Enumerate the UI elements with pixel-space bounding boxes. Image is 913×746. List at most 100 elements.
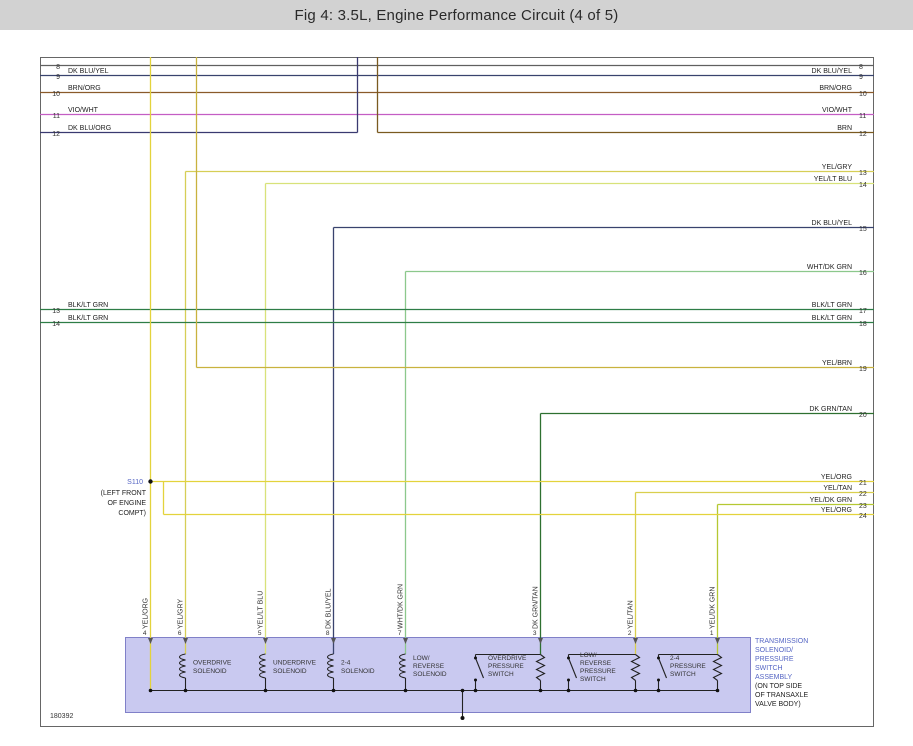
left-wire-label: BLK/LT GRN bbox=[68, 302, 108, 309]
vertical-wire-label: YEL/GRY bbox=[178, 598, 185, 629]
junction-dot bbox=[538, 688, 543, 693]
right-pin-number: 23 bbox=[859, 503, 867, 510]
component-label: PRESSURE bbox=[488, 663, 524, 670]
assembly-pin-number: 8 bbox=[326, 630, 330, 637]
connector-arrow bbox=[263, 638, 268, 644]
component-label: UNDERDRIVE bbox=[273, 660, 317, 667]
component-label: SOLENOID bbox=[193, 668, 227, 675]
splice-location-line: COMPT) bbox=[118, 510, 146, 517]
left-pin-number: 13 bbox=[52, 308, 60, 315]
switch-contact-dot bbox=[474, 678, 477, 682]
switch-contact-dot bbox=[567, 656, 570, 660]
right-wire-label: WHT/DK GRN bbox=[807, 264, 852, 271]
right-pin-number: 20 bbox=[859, 412, 867, 419]
junction-dot bbox=[715, 688, 720, 693]
connector-arrow bbox=[715, 638, 720, 644]
switch-blade-low-reverse bbox=[567, 657, 578, 679]
component-label: REVERSE bbox=[580, 660, 612, 667]
component-label: SWITCH bbox=[670, 671, 696, 678]
diagram-border bbox=[40, 57, 874, 727]
left-pin-number: 9 bbox=[56, 74, 60, 81]
resistor-overdrive bbox=[535, 654, 546, 681]
splice-location-line: OF ENGINE bbox=[107, 500, 146, 507]
assembly-pin-number: 5 bbox=[258, 630, 262, 637]
connector-arrow bbox=[633, 638, 638, 644]
right-pin-number: 17 bbox=[859, 308, 867, 315]
left-pin-number: 12 bbox=[52, 131, 60, 138]
junction-dot bbox=[460, 688, 465, 693]
right-wire-label: BRN bbox=[837, 125, 852, 132]
left-wire-label: VIO/WHT bbox=[68, 107, 99, 114]
component-label: PRESSURE bbox=[580, 668, 616, 675]
connector-arrow bbox=[148, 638, 153, 644]
assembly-name-line: SWITCH bbox=[755, 665, 783, 672]
left-wire-label: BRN/ORG bbox=[68, 85, 101, 92]
assembly-name-line: SOLENOID/ bbox=[755, 647, 793, 654]
right-pin-number: 22 bbox=[859, 491, 867, 498]
edge-wire-labels: DK BLU/YEL BRN/ORG VIO/WHT DK BLU/ORG BL… bbox=[68, 68, 853, 514]
wire-lines bbox=[40, 57, 874, 691]
assembly-pin-number: 7 bbox=[398, 630, 402, 637]
right-pin-number: 21 bbox=[859, 480, 867, 487]
splice-location-line: (LEFT FRONT bbox=[101, 490, 147, 497]
solenoid-coil-2-4 bbox=[326, 653, 334, 679]
connector-arrow bbox=[183, 638, 188, 644]
right-wire-label: BLK/LT GRN bbox=[812, 315, 852, 322]
vertical-wire-label: DK BLU/YEL bbox=[326, 588, 333, 629]
vertical-wire-label: YEL/DK GRN bbox=[710, 587, 717, 629]
left-pin-number: 14 bbox=[52, 321, 60, 328]
right-pin-number: 12 bbox=[859, 131, 867, 138]
switch-contact-dot bbox=[657, 656, 660, 660]
right-pin-number: 10 bbox=[859, 91, 867, 98]
component-label: SOLENOID bbox=[273, 668, 307, 675]
vertical-wire-label: YEL/LT BLU bbox=[258, 591, 265, 629]
left-pin-number: 8 bbox=[56, 64, 60, 71]
switch-blade-overdrive bbox=[474, 657, 485, 679]
vertical-wire-labels: YEL/ORG YEL/GRY YEL/LT BLU DK BLU/YEL WH… bbox=[143, 584, 717, 629]
left-pin-number: 10 bbox=[52, 91, 60, 98]
component-label: SWITCH bbox=[488, 671, 514, 678]
component-label: LOW/ bbox=[413, 655, 430, 662]
assembly-pin-number: 4 bbox=[143, 630, 147, 637]
right-wire-label: YEL/GRY bbox=[822, 164, 853, 171]
component-label: OVERDRIVE bbox=[488, 655, 527, 662]
right-wire-label: DK GRN/TAN bbox=[809, 406, 852, 413]
junction-dot bbox=[403, 688, 408, 693]
connector-arrow bbox=[538, 638, 543, 644]
junction-dot bbox=[566, 688, 571, 693]
right-wire-label: BRN/ORG bbox=[819, 85, 852, 92]
right-wire-label: BLK/LT GRN bbox=[812, 302, 852, 309]
assembly-caption: TRANSMISSION SOLENOID/ PRESSURE SWITCH A… bbox=[755, 638, 808, 708]
component-label: 2-4 bbox=[341, 660, 351, 667]
junction-dot bbox=[656, 688, 661, 693]
junction-dot bbox=[473, 688, 478, 693]
resistor-low-reverse bbox=[630, 654, 641, 681]
wiring-diagram-canvas: 8 9 10 11 12 13 14 8 9 10 11 12 13 14 15… bbox=[40, 57, 874, 727]
solenoid-coil-low-reverse bbox=[398, 653, 406, 679]
assembly-location-line: VALVE BODY) bbox=[755, 701, 801, 708]
assembly-name-line: PRESSURE bbox=[755, 656, 794, 663]
right-wire-label: YEL/DK GRN bbox=[810, 497, 852, 504]
right-pin-number: 24 bbox=[859, 513, 867, 520]
splice-id: S110 bbox=[127, 479, 143, 486]
right-pin-number: 8 bbox=[859, 64, 863, 71]
component-label: REVERSE bbox=[413, 663, 445, 670]
assembly-pin-number: 6 bbox=[178, 630, 182, 637]
assembly-name-line: TRANSMISSION bbox=[755, 638, 808, 645]
wiring-diagram: 8 9 10 11 12 13 14 8 9 10 11 12 13 14 15… bbox=[40, 57, 874, 727]
right-pin-number: 19 bbox=[859, 366, 867, 373]
component-label: OVERDRIVE bbox=[193, 660, 232, 667]
solenoid-coil-overdrive bbox=[178, 653, 186, 679]
edge-pin-numbers: 8 9 10 11 12 13 14 8 9 10 11 12 13 14 15… bbox=[52, 64, 867, 520]
right-wire-label: YEL/ORG bbox=[821, 507, 852, 514]
diagram-id: 180392 bbox=[50, 713, 73, 720]
left-wire-label: DK BLU/YEL bbox=[68, 68, 109, 75]
right-pin-number: 18 bbox=[859, 321, 867, 328]
component-label: LOW/ bbox=[580, 652, 597, 659]
transmission-assembly-box bbox=[125, 637, 751, 713]
assembly-location-line: OF TRANSAXLE bbox=[755, 692, 808, 699]
right-pin-number: 13 bbox=[859, 170, 867, 177]
junction-dot bbox=[633, 688, 638, 693]
vertical-wire-label: YEL/TAN bbox=[628, 600, 635, 629]
